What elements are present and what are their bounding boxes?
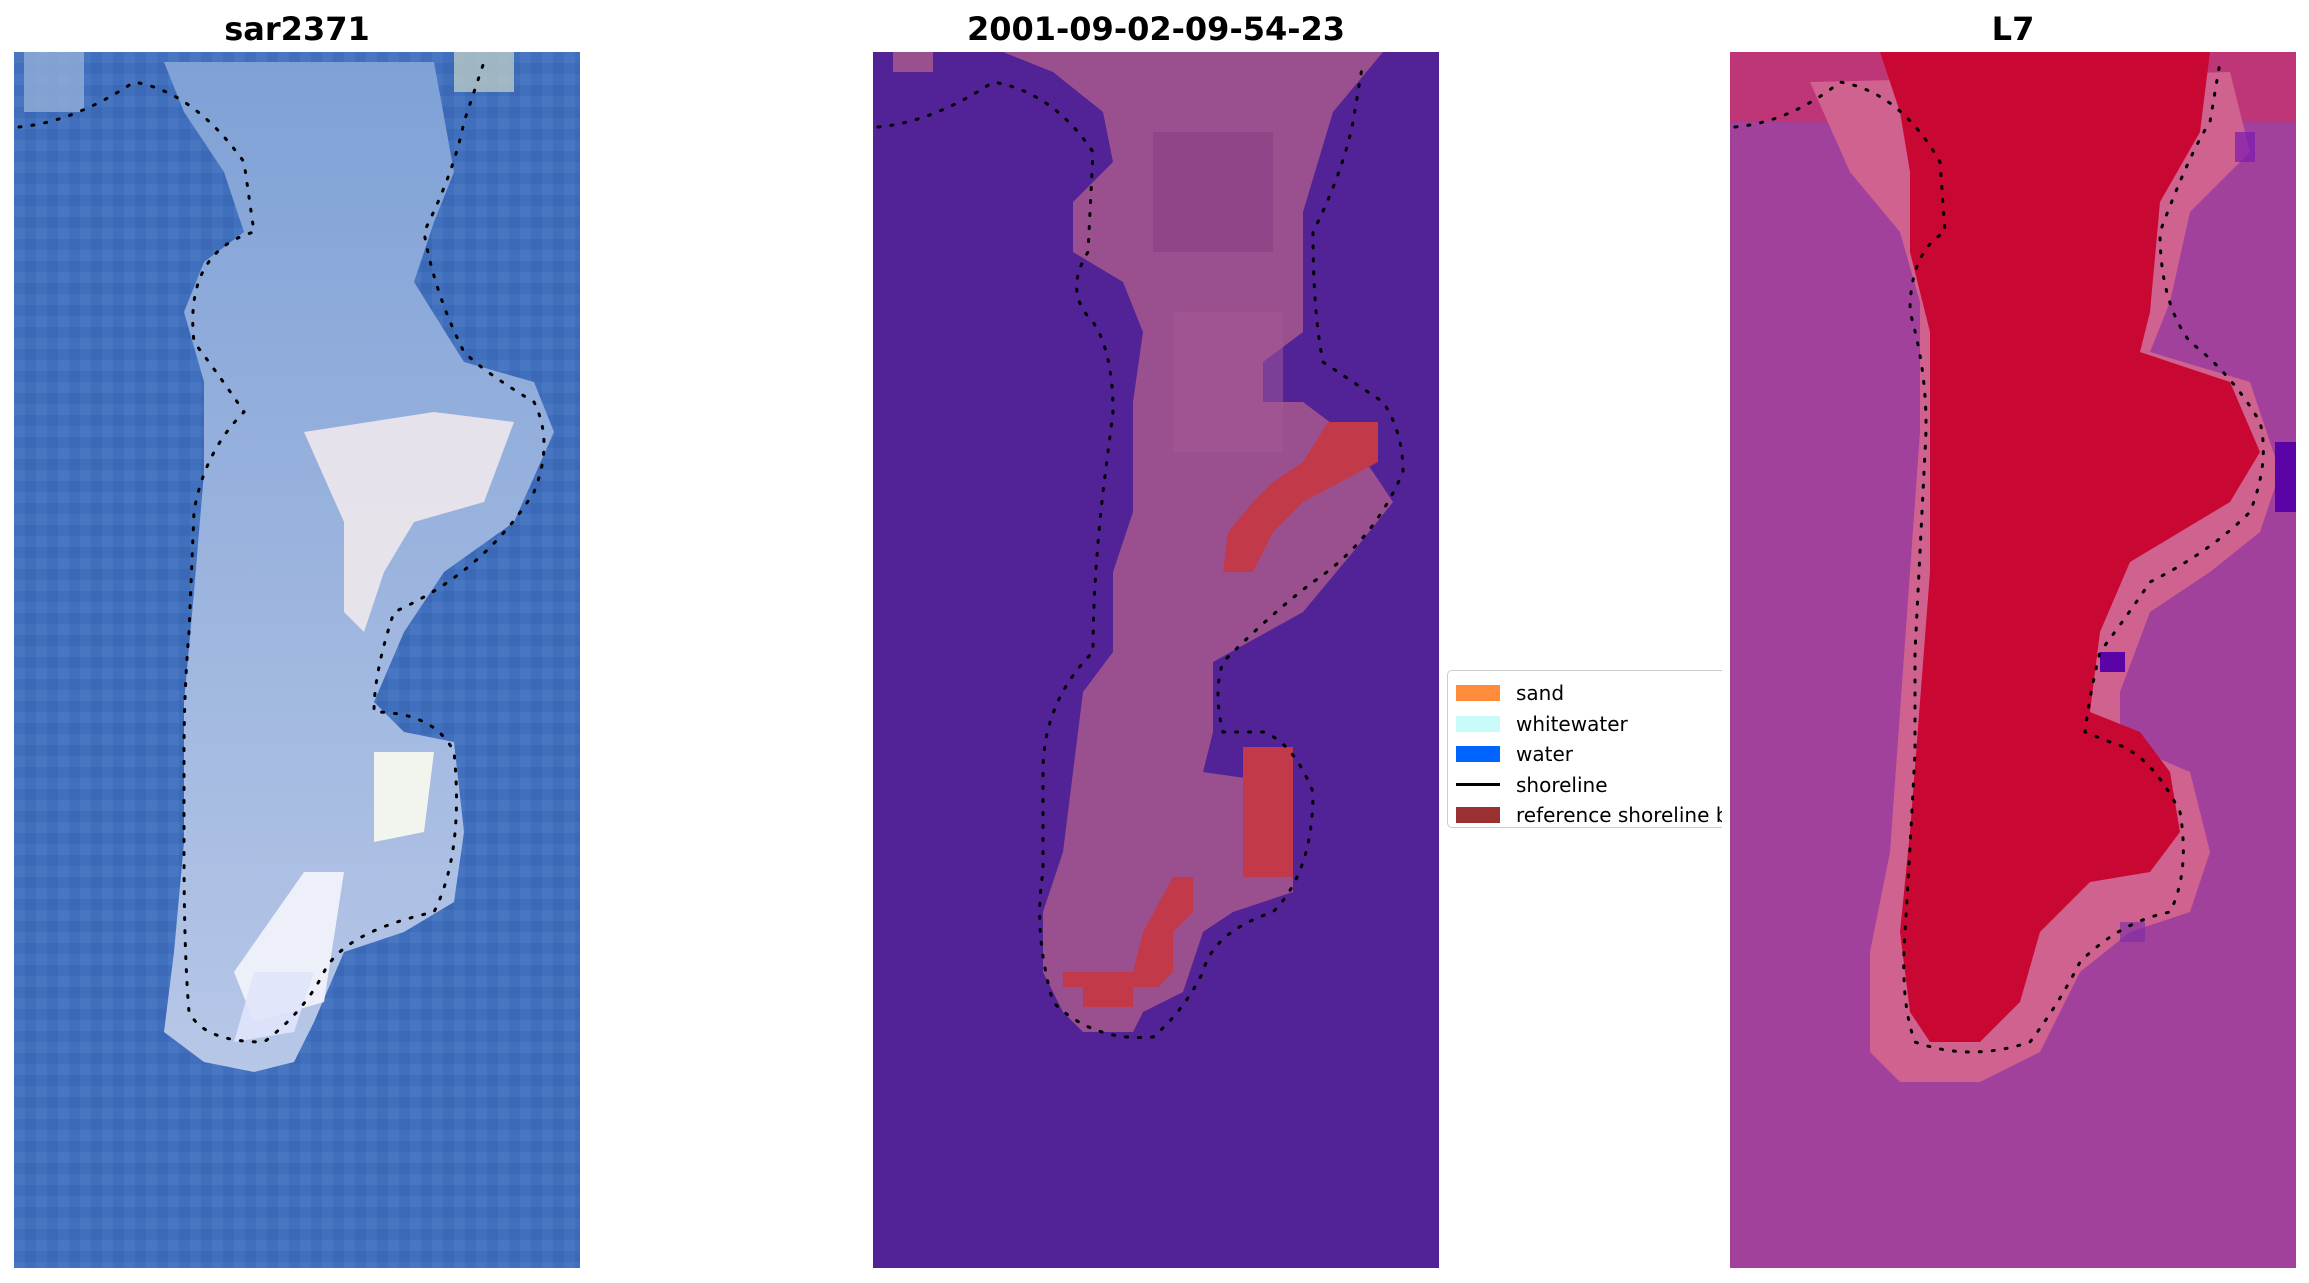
index-image [1730, 52, 2296, 1268]
legend-label-shoreline: shoreline [1516, 772, 1608, 797]
legend-swatch-reference-buffer [1456, 807, 1500, 824]
legend-item-sand: sand [1456, 678, 1722, 709]
panel-title-classified: 2001-09-02-09-54-23 [966, 10, 1346, 48]
legend-swatch-sand [1456, 685, 1500, 702]
legend-label-water: water [1516, 742, 1573, 767]
legend-line-shoreline [1456, 783, 1500, 787]
rgb-image-panel [14, 52, 580, 1268]
legend-item-reference-buffer: reference shoreline buffer [1456, 800, 1722, 828]
classified-image [873, 52, 1439, 1268]
rgb-image [14, 52, 580, 1268]
legend-swatch-whitewater [1456, 715, 1500, 732]
index-image-panel [1730, 52, 2296, 1268]
panel-title-rgb: sar2371 [224, 10, 370, 48]
legend-label-sand: sand [1516, 681, 1565, 706]
legend-label-whitewater: whitewater [1516, 711, 1628, 736]
legend-item-whitewater: whitewater [1456, 709, 1722, 740]
legend-label-reference-buffer: reference shoreline buffer [1516, 803, 1722, 828]
panel-title-index: L7 [1991, 10, 2035, 48]
legend-item-water: water [1456, 739, 1722, 770]
legend: sand whitewater water shoreline referenc… [1447, 670, 1722, 828]
legend-swatch-water [1456, 746, 1500, 763]
classified-image-panel [873, 52, 1439, 1268]
legend-item-shoreline: shoreline [1456, 770, 1722, 801]
